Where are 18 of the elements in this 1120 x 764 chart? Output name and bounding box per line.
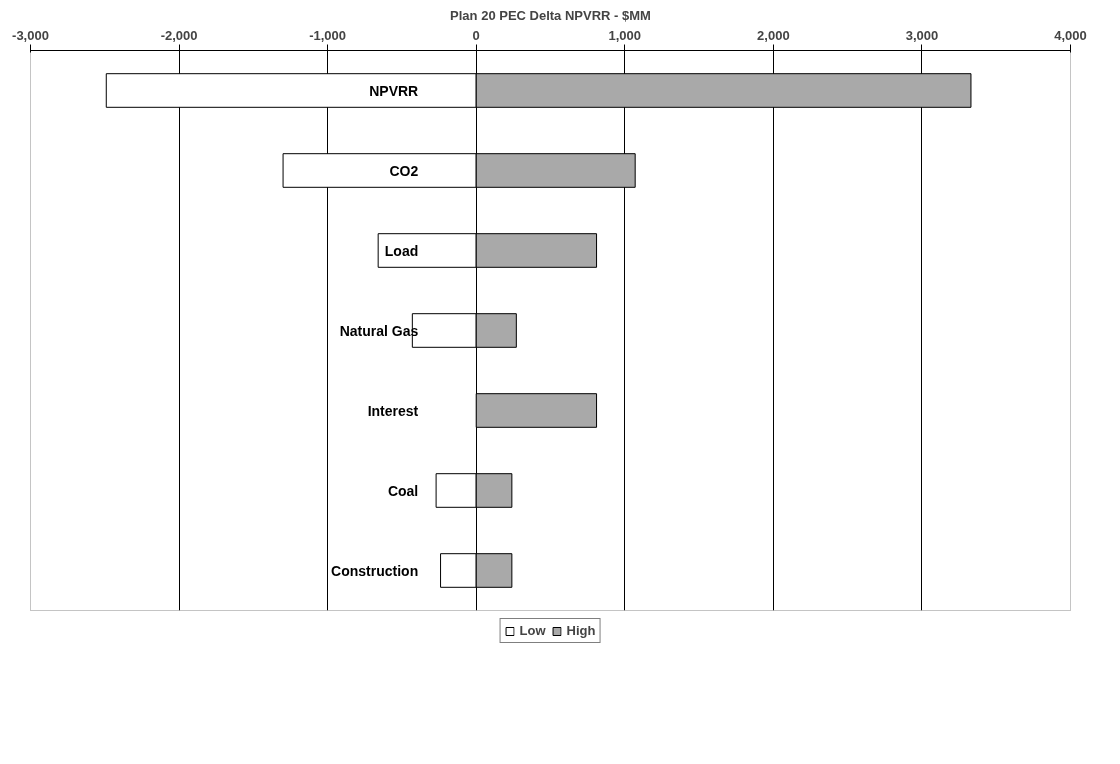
x-tick-label: 0 xyxy=(472,27,480,43)
y-tick-label: NPVRR xyxy=(369,82,419,99)
chart-title: Plan 20 PEC Delta NPVRR - $MM xyxy=(450,7,651,23)
x-tick-label: -1,000 xyxy=(309,27,347,43)
bar xyxy=(475,393,598,428)
legend-label: Low xyxy=(519,623,546,638)
y-tick-label: Interest xyxy=(367,402,419,419)
x-tick-label: 3,000 xyxy=(905,27,939,43)
x-tick-label: 2,000 xyxy=(757,27,790,43)
y-tick-label: Coal xyxy=(387,482,419,499)
y-tick-label: CO2 xyxy=(389,162,419,179)
y-tick-label: Load xyxy=(384,242,419,259)
x-tick-label: -2,000 xyxy=(160,27,198,43)
legend-label: High xyxy=(566,623,596,638)
x-tick-label: 1,000 xyxy=(608,27,642,43)
x-tick-label: 4,000 xyxy=(1054,27,1087,43)
x-tick-label: -3,000 xyxy=(12,27,49,43)
y-tick-label: Construction xyxy=(331,562,419,579)
